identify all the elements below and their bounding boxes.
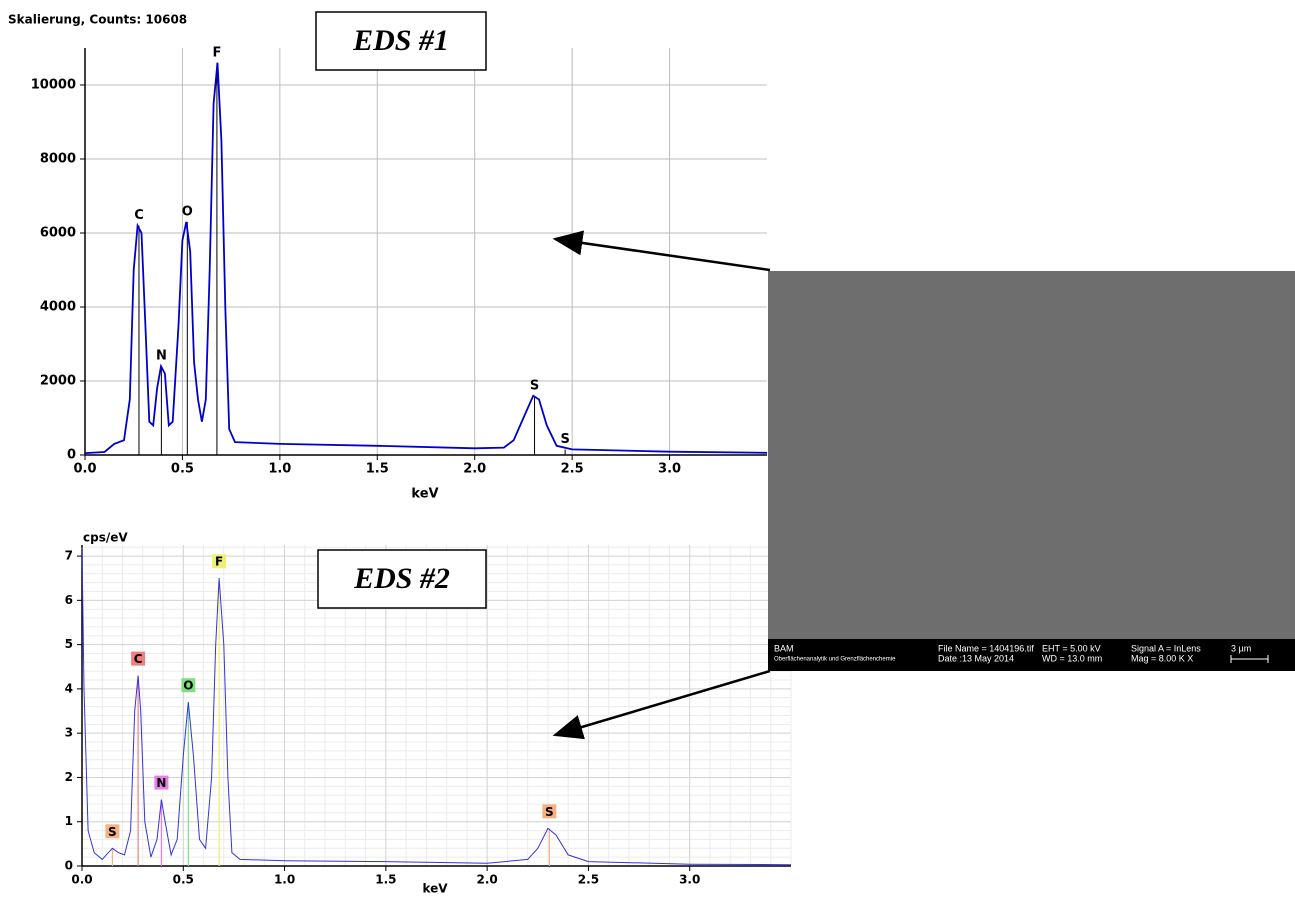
x-tick-label: 3.0 <box>679 873 700 887</box>
peak-label: S <box>560 432 569 447</box>
sem-dept: Oberflächenanalytik und Grenzflächenchem… <box>774 657 896 663</box>
peak-label: S <box>530 378 539 393</box>
sem-mag: Mag = 8.00 K X <box>1131 653 1193 663</box>
x-tick-label: 1.5 <box>375 873 396 887</box>
x-axis-label: keV <box>422 882 448 896</box>
peak-label: O <box>183 679 193 693</box>
y-tick-label: 4 <box>65 681 73 695</box>
x-tick-label: 0.0 <box>73 462 96 477</box>
y-tick-label: 4000 <box>40 300 76 315</box>
y-tick-label: 6000 <box>40 226 76 241</box>
y-tick-label: 0 <box>67 448 76 463</box>
x-tick-label: 2.5 <box>561 462 584 477</box>
chart: 0.0 0.5 1.0 1.5 2.0 2.5 3.0 0 2000 4000 6000 8000 10… <box>8 12 767 502</box>
peak-label: C <box>134 652 143 666</box>
y-tick-label: 7 <box>65 549 73 563</box>
y-tick-label: 6 <box>65 593 73 607</box>
sem-image: BAM Oberflächenanalytik und Grenzflächen… <box>768 271 1295 671</box>
x-tick-label: 2.5 <box>578 873 599 887</box>
x-tick-label: 0.5 <box>171 462 194 477</box>
annotation: EDS #2 <box>353 562 450 595</box>
y-tick-label: 10000 <box>31 78 76 93</box>
peak-label: S <box>108 825 117 839</box>
chart-title: Skalierung, Counts: 10608 <box>8 13 187 27</box>
sem-scale: 3 µm <box>1231 643 1251 653</box>
x-tick-label: 3.0 <box>658 462 681 477</box>
y-tick-label: 2000 <box>40 374 76 389</box>
x-tick-label: 0.5 <box>173 873 194 887</box>
sem-wd: WD = 13.0 mm <box>1042 653 1102 663</box>
sem-eht: EHT = 5.00 kV <box>1042 643 1101 653</box>
peak-label: C <box>134 208 144 223</box>
peak-label: N <box>156 776 166 790</box>
peak-label: O <box>182 204 193 219</box>
y-tick-label: 1 <box>65 814 73 828</box>
sem-signal: Signal A = InLens <box>1131 643 1201 653</box>
peak-label: N <box>156 349 167 364</box>
sem-date: Date :13 May 2014 <box>938 653 1014 663</box>
x-tick-label: 1.0 <box>268 462 291 477</box>
sem-file: File Name = 1404196.tif <box>938 643 1034 653</box>
x-tick-label: 0.0 <box>71 873 92 887</box>
x-tick-label: 1.5 <box>366 462 389 477</box>
peak-label: F <box>212 45 221 60</box>
x-tick-label: 2.0 <box>463 462 486 477</box>
page: 0.0 0.5 1.0 1.5 2.0 2.5 3.0 0 1 2 3 4 5 6 7 S C N O F Scps/e… <box>0 0 1295 899</box>
y-tick-label: 2 <box>65 770 73 784</box>
annotation: EDS #1 <box>352 24 449 57</box>
sem-org: BAM <box>774 643 794 653</box>
peak-label: S <box>545 805 554 819</box>
peak-label: F <box>215 555 223 569</box>
y-tick-label: 3 <box>65 726 73 740</box>
chart: 0.0 0.5 1.0 1.5 2.0 2.5 3.0 0 1 2 3 4 5 6 7 S C N O F Scps/e… <box>65 531 791 896</box>
arrow <box>555 239 770 270</box>
sem-micrograph <box>768 271 1295 639</box>
x-tick-label: 1.0 <box>274 873 295 887</box>
y-tick-label: 8000 <box>40 152 76 167</box>
x-tick-label: 2.0 <box>477 873 498 887</box>
x-axis-label: keV <box>411 487 438 502</box>
arrow <box>555 671 770 735</box>
y-tick-label: 0 <box>65 859 73 873</box>
y-tick-label: 5 <box>65 637 73 651</box>
y-axis-label: cps/eV <box>83 531 128 545</box>
